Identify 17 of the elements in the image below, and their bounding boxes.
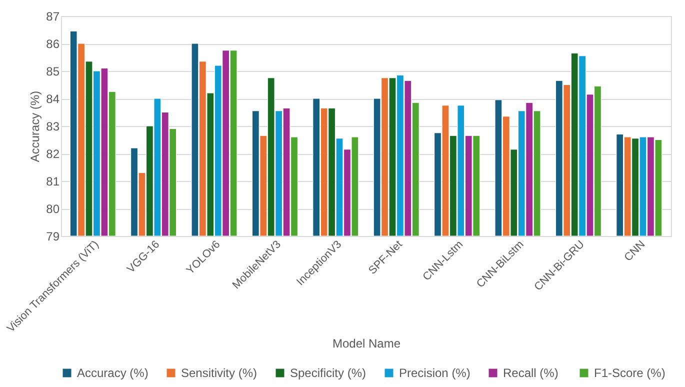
legend-label: Specificity (%): [290, 366, 366, 380]
x-axis-title: Model Name: [332, 336, 401, 350]
legend-label: Accuracy (%): [77, 366, 148, 380]
legend-label: F1-Score (%): [594, 366, 666, 380]
legend-label: Precision (%): [399, 366, 470, 380]
y-tick-label: 82: [46, 147, 60, 161]
legend-label: Recall (%): [503, 366, 558, 380]
y-axis-title: Accuracy (%): [28, 90, 42, 162]
y-tick-label: 80: [46, 202, 60, 216]
legend-label: Sensitivity (%): [181, 366, 258, 380]
y-tick-label: 87: [46, 10, 60, 24]
y-tick-label: 83: [46, 120, 60, 134]
y-tick-label: 81: [46, 174, 60, 188]
y-tick-label: 86: [46, 37, 60, 51]
y-tick-label: 85: [46, 64, 60, 78]
y-tick-label: 84: [46, 92, 60, 106]
y-tick-label: 79: [46, 230, 60, 244]
